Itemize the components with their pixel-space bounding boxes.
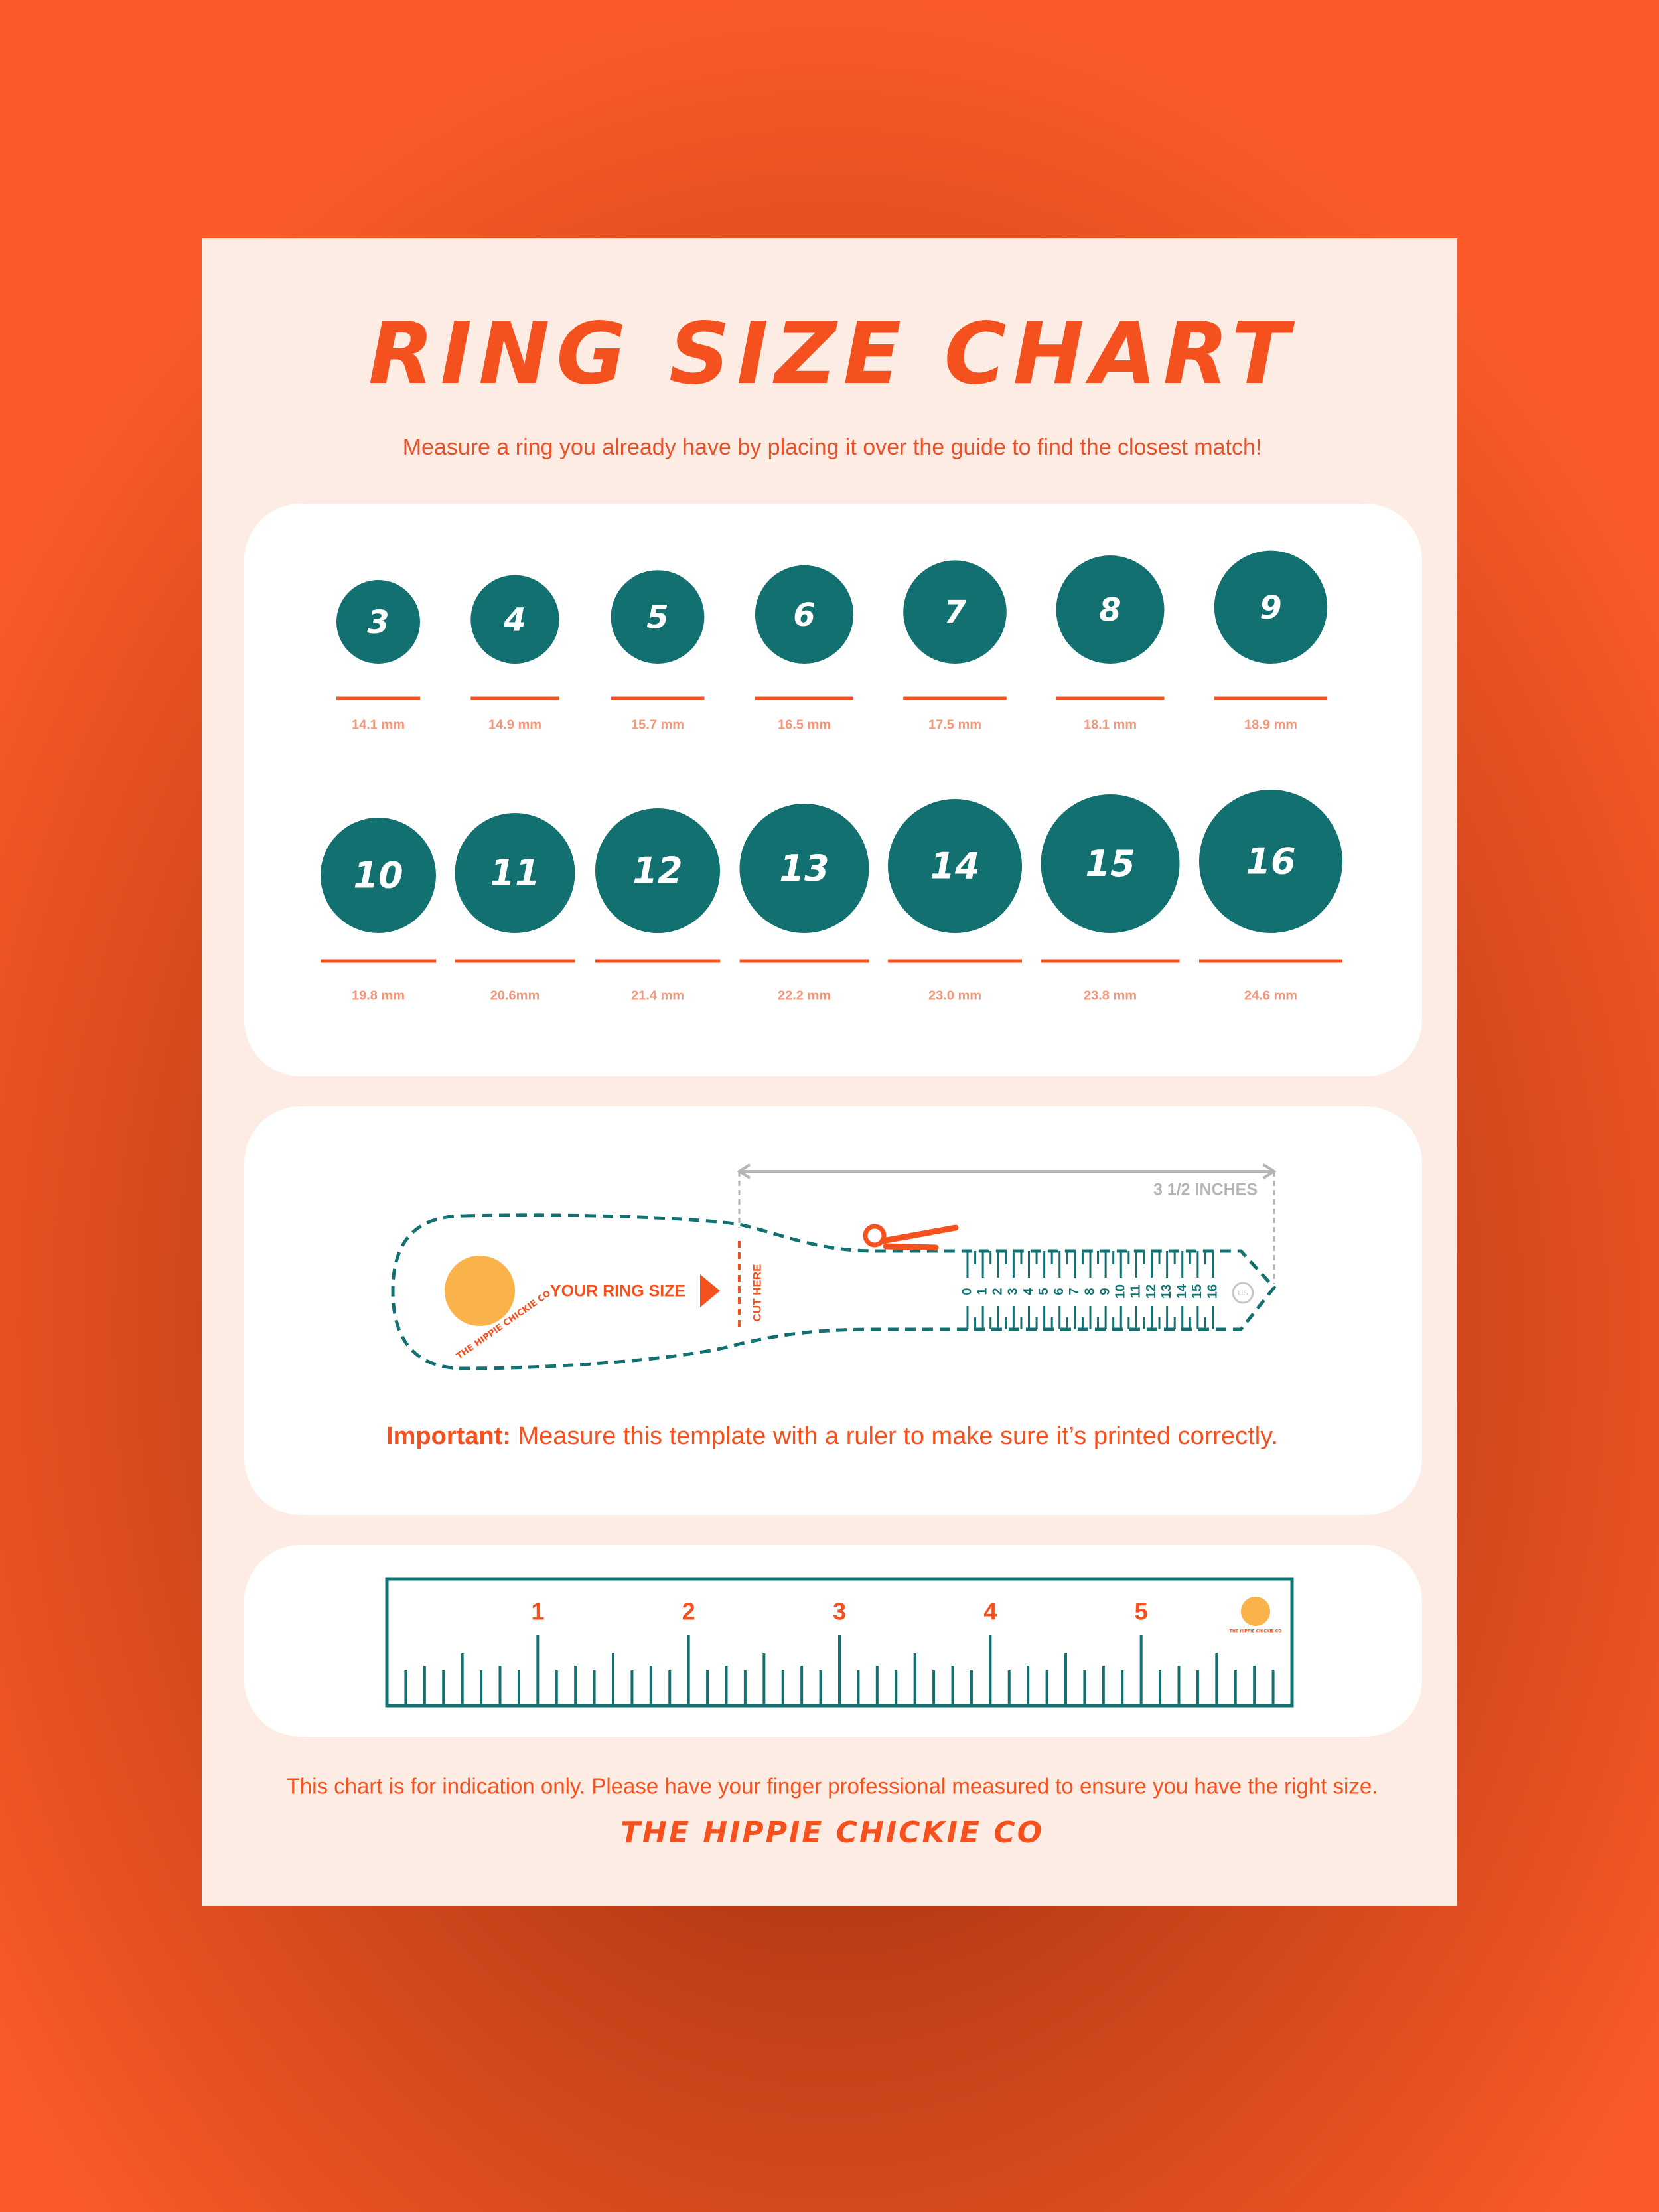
- ruler-number: 3: [833, 1598, 846, 1625]
- length-label: 3 1/2 INCHES: [1153, 1181, 1258, 1199]
- sizer-number: 7: [1067, 1288, 1082, 1295]
- ring-circle: [755, 565, 854, 664]
- ring-circle: [611, 570, 705, 664]
- ruler-number: 1: [531, 1598, 544, 1625]
- ring-size: 15: [1085, 843, 1135, 885]
- ring-circle: [470, 575, 559, 664]
- ruler-logo-text: THE HIPPIE CHICKIE CO: [1230, 1629, 1281, 1634]
- ring-mm: 14.1 mm: [352, 717, 405, 732]
- ring-circle: [1041, 794, 1180, 933]
- ring-mm: 15.7 mm: [631, 717, 684, 732]
- sizer-number: 0: [960, 1288, 974, 1295]
- ring-mm: 20.6mm: [490, 988, 540, 1003]
- ring-circle: [739, 804, 869, 933]
- sizer: [391, 1163, 1277, 1370]
- sizer-number: 5: [1037, 1288, 1051, 1295]
- brand: THE HIPPIE CHICKIE CO: [620, 1816, 1044, 1850]
- ring-size: 10: [353, 855, 403, 897]
- footer-note: This chart is for indication only. Pleas…: [287, 1774, 1378, 1799]
- subtitle: Measure a ring you already have by placi…: [403, 435, 1262, 460]
- ring-mm: 14.9 mm: [488, 717, 541, 732]
- sizer-number: 14: [1175, 1284, 1189, 1299]
- ring-size: 7: [944, 594, 966, 631]
- ring-size: 13: [779, 848, 829, 889]
- ring-circle: [1056, 555, 1165, 664]
- ring-mm: 21.4 mm: [631, 988, 684, 1003]
- ring-size: 16: [1246, 841, 1295, 883]
- sizer-number: 3: [1006, 1288, 1021, 1295]
- ring-mm: 17.5 mm: [928, 717, 981, 732]
- ring-mm: 18.9 mm: [1244, 717, 1297, 732]
- ring-circle: [1214, 550, 1328, 664]
- logo: [445, 1256, 515, 1326]
- ring-circle: [1199, 790, 1342, 933]
- sizer-number: 15: [1190, 1284, 1204, 1299]
- sizer-number: 11: [1129, 1284, 1143, 1298]
- ring-size: 12: [632, 850, 682, 892]
- ring-mm: 22.2 mm: [778, 988, 831, 1003]
- ring-mm: 24.6 mm: [1244, 988, 1297, 1003]
- sizer-number: 6: [1052, 1288, 1066, 1295]
- ruler-card: [244, 1545, 1422, 1737]
- sizer-number: 13: [1159, 1284, 1174, 1299]
- ring-circle: [321, 818, 436, 933]
- ring-size: 6: [793, 597, 815, 634]
- ring-mm: 16.5 mm: [778, 717, 831, 732]
- sizer-number: 10: [1114, 1284, 1128, 1299]
- pointer: [700, 1274, 720, 1307]
- ring-size: 8: [1099, 592, 1121, 629]
- sizer-number: 9: [1098, 1288, 1112, 1295]
- important-note: Important: Measure this template with a …: [386, 1422, 1278, 1450]
- ring-size: 11: [490, 852, 540, 894]
- ring-mm: 23.0 mm: [928, 988, 981, 1003]
- ruler-number: 4: [983, 1598, 997, 1625]
- ruler-number: 5: [1135, 1598, 1148, 1625]
- ring-circle: [595, 808, 720, 933]
- end-label: US: [1238, 1290, 1248, 1297]
- scissors: [863, 1224, 887, 1248]
- ring-size: 5: [646, 599, 668, 636]
- ring-size: 9: [1260, 589, 1281, 627]
- sizer-number: 1: [975, 1288, 989, 1295]
- ring-size: 4: [503, 601, 526, 638]
- ring-size: 14: [930, 846, 979, 887]
- ring-mm: 18.1 mm: [1084, 717, 1137, 732]
- ring-circle: [888, 799, 1022, 933]
- sizer-number: 2: [991, 1288, 1005, 1295]
- important-text: Measure this template with a ruler to ma…: [511, 1422, 1278, 1450]
- cut-here: CUT HERE: [751, 1264, 763, 1322]
- sizer-number: 12: [1144, 1284, 1159, 1299]
- ring-circle: [455, 813, 575, 933]
- scissors: [879, 1224, 959, 1251]
- sizer-number: 16: [1205, 1284, 1220, 1299]
- ruler-number: 2: [682, 1598, 695, 1625]
- sizer-number: 4: [1021, 1288, 1036, 1295]
- your-ring-size: YOUR RING SIZE: [550, 1282, 685, 1301]
- ring-size: 3: [367, 604, 389, 641]
- ring-circle: [903, 560, 1007, 664]
- ruler-logo: [1241, 1597, 1270, 1626]
- sizer-number: 8: [1082, 1288, 1097, 1295]
- important-label: Important:: [386, 1422, 511, 1450]
- ring-mm: 19.8 mm: [352, 988, 405, 1003]
- ring-circle: [336, 580, 420, 664]
- ring-mm: 23.8 mm: [1084, 988, 1137, 1003]
- title: RING SIZE CHART: [368, 305, 1296, 404]
- end-circle: [1232, 1282, 1254, 1304]
- sizer-card: [244, 1106, 1422, 1515]
